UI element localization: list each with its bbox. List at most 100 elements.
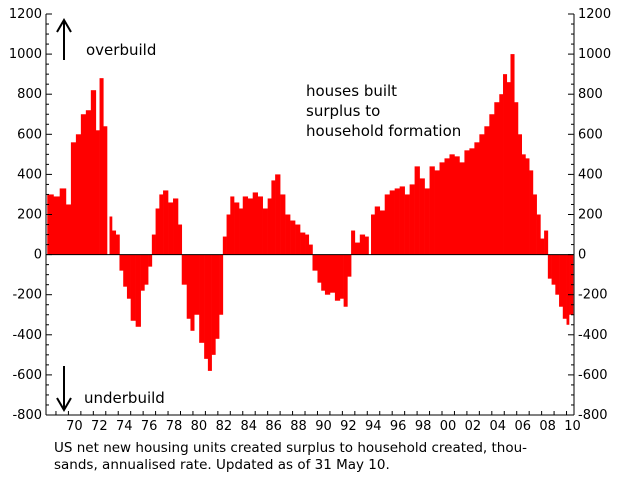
left-y-tick-label: 200 <box>17 208 42 223</box>
annotation-line-2: surplus to <box>306 102 380 120</box>
bar <box>389 190 395 255</box>
bar <box>429 166 435 255</box>
bar <box>334 254 341 301</box>
bar <box>566 254 570 325</box>
bar <box>242 196 249 255</box>
bar <box>503 74 508 255</box>
bar <box>199 254 205 343</box>
bar <box>112 230 117 255</box>
bar <box>464 150 470 255</box>
x-tick-label: 92 <box>340 419 357 434</box>
bar <box>351 230 356 255</box>
right-y-tick-label: -600 <box>578 368 608 383</box>
x-tick-label: 10 <box>564 419 581 434</box>
bar <box>409 184 415 255</box>
caption-line-1: US net new housing units created surplus… <box>54 440 528 456</box>
bar <box>207 254 212 371</box>
bar <box>109 216 113 255</box>
bar <box>339 254 344 299</box>
right-y-tick-label: -200 <box>578 288 608 303</box>
bar <box>547 254 552 279</box>
x-tick-label: 80 <box>191 419 208 434</box>
bar <box>404 194 410 255</box>
left-y-tick-label: 600 <box>17 127 42 142</box>
x-tick-label: 98 <box>415 419 432 434</box>
left-y-tick-label: 0 <box>34 248 42 263</box>
bar <box>317 254 322 283</box>
x-tick-label: 00 <box>440 419 457 434</box>
bar <box>178 224 183 255</box>
bar <box>374 206 381 255</box>
bar-series <box>47 54 574 371</box>
bar <box>444 158 450 255</box>
bar <box>275 174 281 255</box>
x-tick-label: 04 <box>490 419 507 434</box>
right-y-tick-label: 200 <box>578 208 603 223</box>
x-tick-label: 74 <box>116 419 133 434</box>
bar <box>532 194 537 255</box>
bar <box>168 202 174 255</box>
bar <box>252 192 258 255</box>
bar <box>222 236 227 255</box>
bar <box>59 188 67 255</box>
bar <box>181 254 188 285</box>
bar <box>484 126 490 255</box>
bar <box>506 82 511 255</box>
chart-caption: US net new housing units created surplus… <box>54 440 594 474</box>
bar <box>123 254 128 287</box>
bar <box>559 254 564 307</box>
bar <box>119 254 124 271</box>
right-y-tick-label: -400 <box>578 328 608 343</box>
annotation-line-1: houses built <box>306 82 397 100</box>
bar <box>144 254 149 285</box>
bar <box>80 114 87 255</box>
bar <box>151 234 156 255</box>
right-y-tick-label: 800 <box>578 87 603 102</box>
bar <box>540 238 545 255</box>
bar <box>53 196 60 255</box>
bar <box>226 214 231 255</box>
bar <box>300 232 306 255</box>
bar <box>479 134 485 255</box>
bar <box>354 242 361 255</box>
bar <box>135 254 141 327</box>
bar <box>551 254 556 285</box>
right-y-tick-label: 400 <box>578 167 603 182</box>
bar <box>419 178 425 255</box>
x-tick-label: 82 <box>216 419 233 434</box>
bar <box>285 214 291 255</box>
bar <box>439 162 445 255</box>
bar <box>555 254 560 295</box>
bar <box>103 126 108 255</box>
bar <box>329 254 336 293</box>
bar <box>494 102 500 255</box>
overbuild-annotation: overbuild <box>56 18 156 60</box>
right-y-tick-label: -800 <box>578 408 608 423</box>
bar <box>474 142 480 255</box>
bar <box>514 102 519 255</box>
bar <box>384 194 390 255</box>
bar <box>536 214 541 255</box>
bar <box>95 130 100 255</box>
bar <box>148 254 153 267</box>
bar <box>247 198 254 255</box>
bar <box>562 254 567 319</box>
bar <box>399 186 405 255</box>
bar <box>159 194 164 255</box>
bar <box>308 244 313 255</box>
bar <box>469 148 475 255</box>
bar <box>65 204 72 255</box>
bar <box>190 254 195 331</box>
bar <box>234 202 240 255</box>
bar <box>454 156 460 255</box>
bar <box>115 234 120 255</box>
left-y-tick-label: 800 <box>17 87 42 102</box>
bar <box>290 220 296 255</box>
bar <box>140 254 145 291</box>
bar <box>414 166 420 255</box>
bar <box>215 254 220 339</box>
x-tick-label: 06 <box>514 419 531 434</box>
x-tick-label: 72 <box>91 419 108 434</box>
